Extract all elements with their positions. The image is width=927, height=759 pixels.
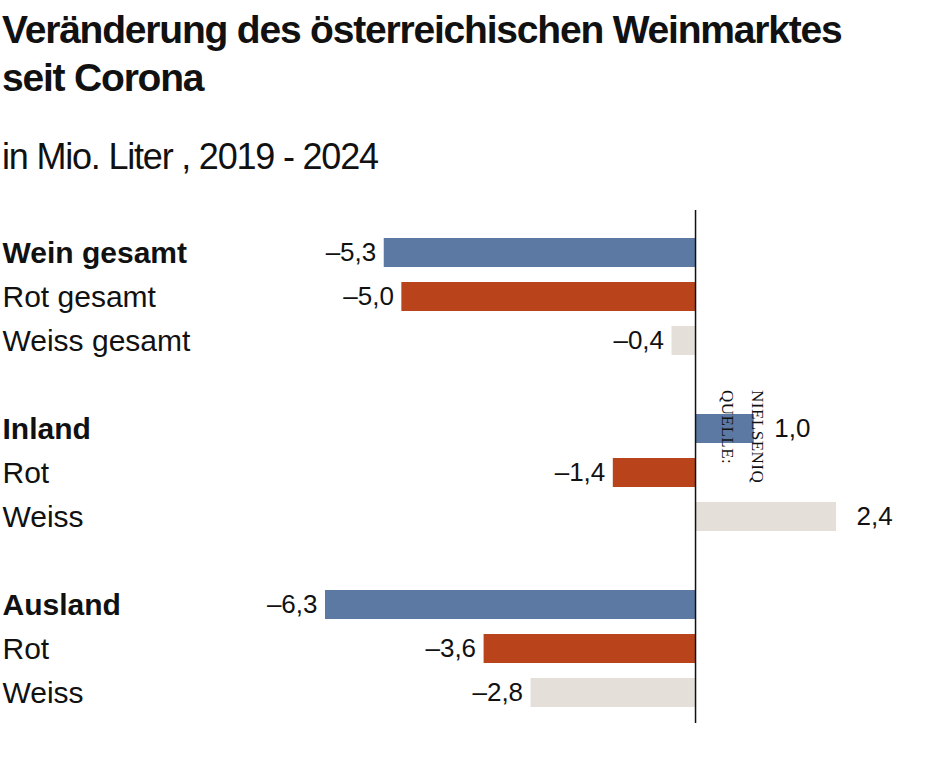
- svg-text:Rot gesamt: Rot gesamt: [3, 280, 157, 313]
- svg-text:–5,0: –5,0: [343, 281, 394, 311]
- svg-text:Inland: Inland: [3, 412, 91, 445]
- html-text:QUELLE: NIELSENIQ: QUELLE: NIELSENIQ: [718, 390, 767, 484]
- svg-text:Rot: Rot: [3, 632, 50, 665]
- html-text:in Mio. Liter , 2019 - 2024: in Mio. Liter , 2019 - 2024: [2, 136, 378, 177]
- svg-text:1,0: 1,0: [774, 413, 810, 443]
- svg-text:–5,3: –5,3: [326, 237, 377, 267]
- svg-text:Weiss: Weiss: [3, 676, 84, 709]
- svg-text:Rot: Rot: [3, 456, 50, 489]
- svg-text:Weiss gesamt: Weiss gesamt: [3, 324, 192, 357]
- svg-text:–2,8: –2,8: [472, 677, 523, 707]
- svg-text:–0,4: –0,4: [613, 325, 664, 355]
- svg-text:Ausland: Ausland: [3, 588, 121, 621]
- svg-text:–3,6: –3,6: [425, 633, 476, 663]
- svg-text:–6,3: –6,3: [267, 589, 318, 619]
- svg-text:–1,4: –1,4: [555, 457, 606, 487]
- svg-text:Weiss: Weiss: [3, 500, 84, 533]
- svg-text:Wein gesamt: Wein gesamt: [3, 236, 188, 269]
- svg-text:2,4: 2,4: [857, 501, 893, 531]
- html-text:Veränderung des österreichisch: Veränderung des österreichischen Weinmar…: [2, 8, 842, 99]
